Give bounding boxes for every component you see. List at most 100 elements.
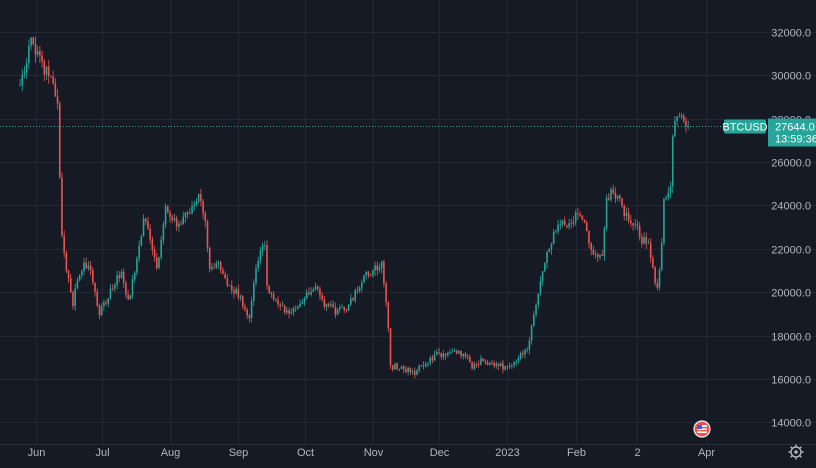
candle-body [136,258,138,273]
candle-body [619,195,621,199]
x-tick-label: Feb [567,447,586,459]
candle-body [594,254,597,256]
candle-body [30,37,32,46]
candle-body [125,282,127,295]
candle-body [658,269,661,288]
candle-body [409,367,412,373]
candle-body [391,365,394,370]
candle-body [592,249,595,255]
candle-body [215,263,218,268]
candle-body [581,215,584,221]
candle-body [155,257,158,269]
candle-body [469,356,471,362]
candle-body [261,245,264,251]
candle-body [636,224,639,227]
x-tick-label: Oct [297,447,314,459]
candle-body [387,302,390,329]
candle-body [588,230,590,244]
candle-body [345,310,348,311]
candle-body [464,353,467,357]
candle-body [341,306,343,308]
candle-body [506,366,509,367]
candle-body [195,201,198,205]
x-tick-label: Aug [161,447,181,459]
candle-body [645,236,648,244]
candle-body [568,223,570,227]
candle-body [206,221,209,248]
candle-body [566,225,568,227]
candle-body [605,197,608,228]
candle-body [614,192,617,199]
candle-body [47,66,50,76]
candle-body [178,223,180,227]
candle-body [484,360,487,363]
candle-body [548,249,551,252]
candle-body [583,220,586,223]
candle-body [515,361,517,363]
candle-body [122,271,125,283]
candle-body [149,228,151,240]
candle-body [235,288,237,294]
candle-body [45,66,48,75]
candle-body [305,292,308,299]
candle-body [687,126,689,128]
x-tick-label: Jul [95,447,109,459]
us-flag-icon[interactable] [693,420,711,438]
candle-body [69,278,72,293]
candle-body [383,261,385,284]
candle-body [475,363,478,365]
candle-body [213,266,215,268]
candle-body [43,61,46,75]
settings-gear-icon[interactable] [788,444,804,460]
candle-body [561,220,564,225]
price-badge-value: 27644.0 [775,122,815,134]
candle-body [641,236,643,244]
candle-body [466,356,469,358]
candle-body [585,222,588,231]
candle-body [233,290,235,294]
candle-body [288,310,290,314]
candle-body [319,288,321,296]
candle-body [96,291,99,306]
x-tick-label: Apr [698,447,715,459]
candle-body [34,44,37,55]
x-tick-label: 2 [634,447,640,459]
candle-body [486,362,489,365]
candle-body [56,96,59,104]
candle-body [367,271,370,276]
y-tick-label: 32000.0 [771,28,811,40]
x-tick-label: 2023 [495,447,519,459]
candle-body [186,212,189,214]
candle-body [241,296,244,307]
candle-body [352,298,354,301]
candle-body [255,268,257,284]
candle-body [634,224,637,226]
candle-body [676,116,678,121]
candle-body [103,302,105,307]
candle-body [25,63,28,73]
last-price-badge: BTCUSD 27644.0 13:59:36 [722,118,816,147]
candle-body [105,302,107,304]
candle-body [685,120,687,127]
candle-body [519,353,522,359]
candle-body [431,357,434,361]
candle-body [332,304,334,308]
candle-body [277,300,279,305]
candle-body [380,261,383,268]
candle-body [438,352,440,354]
candle-body [246,309,248,316]
candle-body [495,363,498,366]
candle-body [147,221,149,229]
candle-body [671,136,674,187]
candle-body [217,261,220,264]
candle-body [286,310,288,313]
candle-body [266,244,268,286]
candle-body [510,365,513,367]
candle-body [411,371,414,373]
candle-body [407,367,409,372]
candle-body [513,362,515,366]
candle-body [372,270,374,276]
candle-body [442,353,445,358]
